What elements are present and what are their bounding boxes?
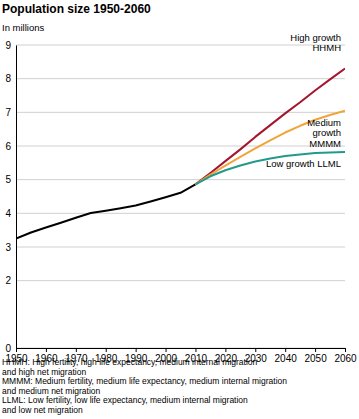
series-labels: High growthHHMH MediumgrowthMMMM Low growt… [266, 32, 341, 169]
y-tick: 6 [5, 141, 16, 152]
y-tick: 4 [5, 208, 16, 219]
y-tick: 2 [5, 275, 16, 286]
y-tick-label: 8 [5, 73, 11, 84]
series-line [16, 184, 195, 238]
series-line [195, 152, 345, 184]
grid-line [16, 78, 345, 79]
y-tick-label: 5 [5, 174, 11, 185]
y-axis-label: In millions [2, 22, 44, 33]
grid-line [16, 179, 345, 180]
x-tick-mark [106, 348, 107, 352]
x-tick: 2040 [275, 348, 298, 364]
x-tick-label: 2060 [334, 353, 357, 364]
x-axis-line [17, 349, 346, 353]
x-tick-mark [16, 348, 17, 352]
y-tick-label: 6 [5, 141, 11, 152]
y-axis-line [16, 46, 17, 349]
y-tick: 3 [5, 242, 16, 253]
y-axis: 0 2 3 4 5 6 7 8 9 [5, 40, 16, 354]
x-tick-mark [315, 348, 316, 352]
series-line [195, 69, 345, 185]
note: MMMM: Medium fertility, medium life expe… [2, 376, 287, 396]
y-tick-label: 0 [5, 343, 11, 354]
grid-line [16, 45, 345, 46]
note: HHMH: High fertility, high life expectan… [2, 357, 258, 377]
x-tick-mark [225, 348, 226, 352]
x-tick-mark [345, 348, 346, 352]
title: Population size 1950-2060 [2, 2, 151, 16]
y-tick: 8 [5, 73, 16, 84]
notes: HHMH: High fertility, high life expectan… [2, 357, 287, 415]
grid-line [16, 247, 345, 248]
x-tick: 2050 [304, 348, 327, 364]
grid-line [16, 213, 345, 214]
series-label: High growthHHMH [290, 32, 341, 54]
y-tick-label: 3 [5, 242, 11, 253]
y-tick-label: 4 [5, 208, 11, 219]
y-tick: 0 [5, 343, 16, 354]
y-tick: 9 [5, 40, 16, 51]
x-tick-mark [285, 348, 286, 352]
x-tick-mark [195, 348, 196, 352]
x-tick-mark [136, 348, 137, 352]
grid-line [16, 146, 345, 147]
lines [16, 69, 345, 239]
x-tick-mark [166, 348, 167, 352]
series-label: Low growth LLML [266, 158, 341, 169]
x-tick-label: 2040 [275, 353, 298, 364]
grid [16, 45, 345, 348]
series-label: MediumgrowthMMMM [307, 117, 341, 149]
plot: 0234567891950196019701980199020002010202… [5, 32, 357, 365]
chart: Population size 1950-2060 In millions 0 2 3 4… [0, 0, 359, 419]
x-tick: 2060 [334, 348, 357, 364]
grid-line [16, 112, 345, 113]
series-line [195, 111, 345, 185]
x-tick-mark [46, 348, 47, 352]
y-tick: 5 [5, 174, 16, 185]
y-tick-label: 9 [5, 40, 11, 51]
y-tick: 7 [5, 107, 16, 118]
x-tick-label: 2050 [304, 353, 327, 364]
note: LLML: Low fertility, low life expectancy… [2, 395, 248, 415]
x-tick-mark [76, 348, 77, 352]
x-tick-mark [255, 348, 256, 352]
y-tick-label: 7 [5, 107, 11, 118]
grid-line [16, 280, 345, 281]
y-tick-label: 2 [5, 275, 11, 286]
